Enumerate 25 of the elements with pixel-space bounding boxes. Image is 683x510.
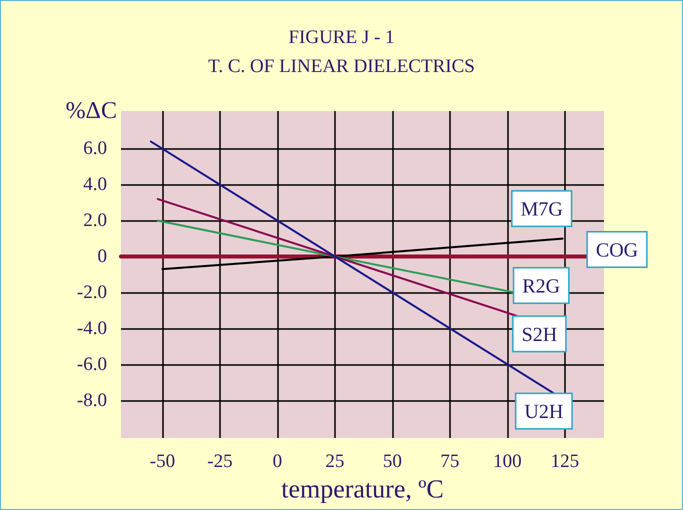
y-axis-title: %ΔC — [66, 98, 118, 124]
x-tick-label: 75 — [440, 451, 460, 472]
series-label: R2G — [522, 275, 560, 298]
y-tick-label: 2.0 — [83, 210, 107, 232]
x-tick-label: 25 — [325, 451, 344, 472]
x-tick-label: 100 — [493, 451, 522, 472]
y-tick-label: -2.0 — [76, 282, 107, 303]
series-label: M7G — [520, 198, 563, 221]
y-tick-label: -8.0 — [76, 390, 107, 411]
series-label: COG — [596, 240, 638, 262]
chart-title: FIGURE J - 1 — [288, 27, 395, 48]
series-label: S2H — [522, 324, 558, 346]
y-tick-label: 0 — [98, 246, 107, 268]
series-label: U2H — [524, 401, 564, 424]
x-tick-label: 50 — [382, 451, 402, 472]
x-tick-label: -25 — [207, 451, 233, 472]
x-tick-label: 0 — [272, 451, 282, 472]
x-axis-title: temperature, ºC — [281, 474, 444, 504]
y-tick-label: 4.0 — [83, 174, 107, 196]
y-tick-label: 6.0 — [83, 138, 107, 160]
x-tick-label: 125 — [550, 451, 580, 472]
y-tick-label: -6.0 — [76, 354, 107, 375]
x-tick-label: -50 — [150, 451, 176, 472]
chart-subtitle: T. C. OF LINEAR DIELECTRICS — [208, 56, 475, 77]
y-tick-label: -4.0 — [76, 318, 107, 339]
